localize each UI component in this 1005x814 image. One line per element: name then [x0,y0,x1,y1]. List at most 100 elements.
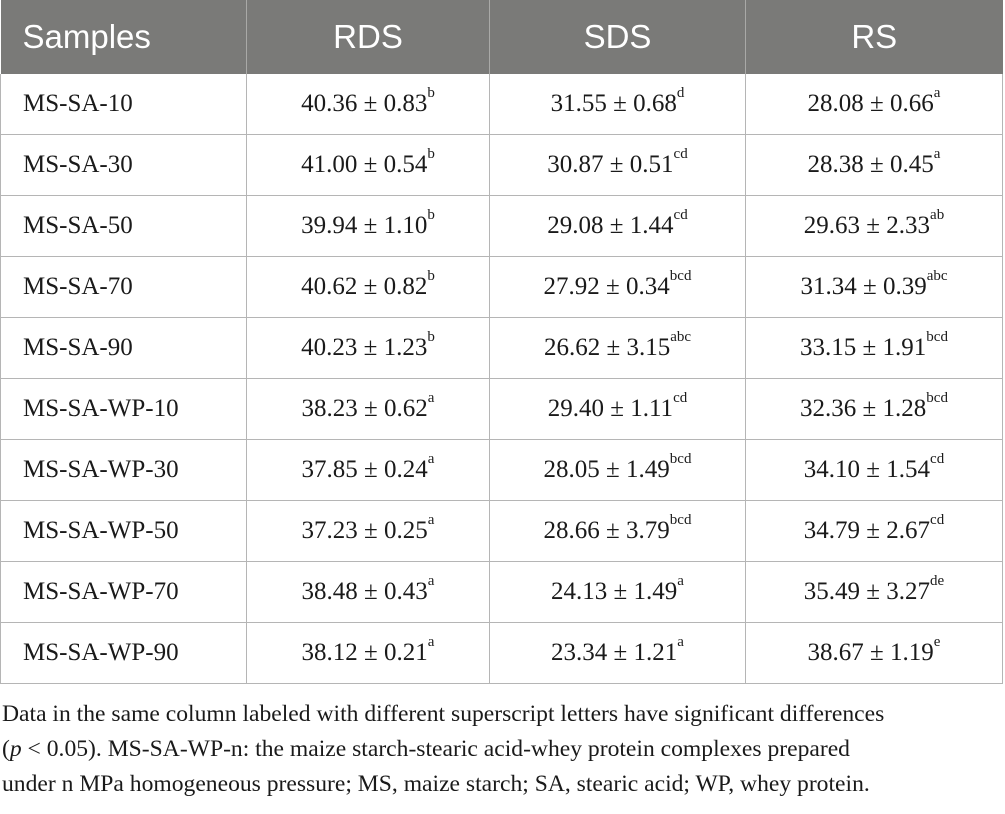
table-row: MS-SA-WP-30 37.85 ± 0.24a 28.05 ± 1.49bcd 3… [0,439,1003,501]
cell-rds: 40.36 ± 0.83b [246,74,490,135]
cell-rs: 31.34 ± 0.39abc [745,256,1003,318]
cell-rds: 41.00 ± 0.54b [246,134,490,196]
cell-sample: MS-SA-90 [0,317,247,379]
cell-sample: MS-SA-70 [0,256,247,318]
cell-sds: 29.08 ± 1.44cd [489,195,746,257]
cell-sds-superscript: a [677,634,684,650]
cell-sds: 23.34 ± 1.21a [489,622,746,684]
footnote-line-1: Data in the same column labeled with dif… [2,701,885,727]
cell-rds: 37.85 ± 0.24a [246,439,490,501]
cell-sample: MS-SA-30 [0,134,247,196]
cell-sds-superscript: cd [673,390,688,406]
cell-sds: 24.13 ± 1.49a [489,561,746,623]
cell-sds: 27.92 ± 0.34bcd [489,256,746,318]
cell-rds: 37.23 ± 0.25a [246,500,490,562]
cell-rds: 38.48 ± 0.43a [246,561,490,623]
cell-sample: MS-SA-WP-30 [0,439,247,501]
cell-sample: MS-SA-WP-50 [0,500,247,562]
cell-rs: 34.79 ± 2.67cd [745,500,1003,562]
cell-sds: 31.55 ± 0.68d [489,74,746,135]
table-row: MS-SA-WP-50 37.23 ± 0.25a 28.66 ± 3.79bcd 3… [0,500,1003,562]
header-samples: Samples [0,0,247,74]
cell-rs: 35.49 ± 3.27de [745,561,1003,623]
cell-sample: MS-SA-10 [0,74,247,135]
cell-sds-value: 23.34 ± 1.21 [551,639,678,666]
cell-rds-superscript: b [427,85,435,101]
header-rds: RDS [246,0,490,74]
cell-rs-superscript: bcd [926,390,948,406]
cell-rds: 40.23 ± 1.23b [246,317,490,379]
cell-rs-value: 35.49 ± 3.27 [803,578,931,605]
cell-sds-superscript: cd [673,207,688,223]
cell-rs: 32.36 ± 1.28bcd [745,378,1003,440]
cell-sds-value: 29.40 ± 1.11 [547,395,674,422]
cell-rds-superscript: a [427,390,435,406]
cell-sds-value: 30.87 ± 0.51 [547,151,674,178]
cell-rds-value: 38.12 ± 0.21 [301,639,428,666]
cell-sample: MS-SA-50 [0,195,247,257]
cell-rds-superscript: b [427,268,435,284]
cell-rds-value: 41.00 ± 0.54 [301,151,428,178]
cell-rds-value: 37.23 ± 0.25 [301,517,428,544]
header-rs: RS [745,0,1003,74]
cell-rds-superscript: b [427,207,435,223]
table-row: MS-SA-90 40.23 ± 1.23b 26.62 ± 3.15abc 33.1… [0,317,1003,379]
cell-rds-superscript: b [427,329,435,345]
table-header: Samples RDS SDS RS [0,0,1003,74]
cell-sds-value: 31.55 ± 0.68 [550,90,677,117]
table-row: MS-SA-WP-90 38.12 ± 0.21a 23.34 ± 1.21a 38.… [0,622,1003,684]
cell-rs-value: 31.34 ± 0.39 [800,273,927,300]
cell-sds-superscript: abc [670,329,692,345]
cell-rs: 28.38 ± 0.45a [745,134,1003,196]
cell-sds-superscript: a [677,573,684,589]
cell-rs-value: 34.10 ± 1.54 [803,456,931,483]
cell-rds-superscript: a [427,451,435,467]
table-row: MS-SA-30 41.00 ± 0.54b 30.87 ± 0.51cd 28.38… [0,134,1003,196]
cell-sds: 28.05 ± 1.49bcd [489,439,746,501]
cell-rs-superscript: a [933,146,941,162]
cell-rds-value: 38.23 ± 0.62 [301,395,428,422]
table-row: MS-SA-10 40.36 ± 0.83b 31.55 ± 0.68d 28.08 … [0,74,1003,135]
cell-sds: 29.40 ± 1.11cd [489,378,746,440]
cell-rs-superscript: de [930,573,945,589]
header-sds: SDS [489,0,746,74]
table-row: MS-SA-WP-70 38.48 ± 0.43a 24.13 ± 1.49a 35.… [0,561,1003,623]
cell-sds-value: 26.62 ± 3.15 [543,334,671,361]
cell-rds-value: 37.85 ± 0.24 [301,456,428,483]
footnote-p-symbol: p [9,736,22,762]
cell-sds-superscript: cd [673,146,688,162]
cell-sds-value: 28.05 ± 1.49 [543,456,670,483]
cell-rds: 38.23 ± 0.62a [246,378,490,440]
cell-sds-value: 27.92 ± 0.34 [543,273,670,300]
cell-sds-superscript: d [676,85,685,101]
cell-sds-superscript: bcd [669,512,692,528]
footnote-line-3: under n MPa homogeneous pressure; MS, ma… [2,771,870,797]
cell-sds-value: 28.66 ± 3.79 [543,517,670,544]
cell-rs-superscript: a [933,85,941,101]
cell-rs-superscript: cd [930,512,945,528]
cell-rs-value: 28.38 ± 0.45 [807,151,934,178]
cell-rs-value: 32.36 ± 1.28 [800,395,927,422]
cell-sds-value: 29.08 ± 1.44 [547,212,674,239]
table-row: MS-SA-70 40.62 ± 0.82b 27.92 ± 0.34bcd 31.3… [0,256,1003,318]
cell-rds: 38.12 ± 0.21a [246,622,490,684]
cell-rs: 29.63 ± 2.33ab [745,195,1003,257]
cell-rds: 39.94 ± 1.10b [246,195,490,257]
footnote-line-2: (p < 0.05). MS-SA-WP-n: the maize starch… [2,732,1002,767]
cell-rds-value: 40.23 ± 1.23 [301,334,428,361]
cell-rs: 28.08 ± 0.66a [745,74,1003,135]
cell-rs-superscript: ab [930,207,945,223]
cell-rds-superscript: b [427,146,435,162]
cell-rs-superscript: abc [926,268,948,284]
cell-rs-value: 33.15 ± 1.91 [800,334,927,361]
cell-rs: 38.67 ± 1.19e [745,622,1003,684]
cell-rs-value: 38.67 ± 1.19 [807,639,934,666]
cell-rds-value: 38.48 ± 0.43 [301,578,428,605]
footnote-line-2-text: < 0.05). MS-SA-WP-n: the maize starch-st… [21,736,850,762]
cell-rs-superscript: bcd [926,329,948,345]
cell-rs: 34.10 ± 1.54cd [745,439,1003,501]
cell-sds-superscript: bcd [669,268,692,284]
cell-rds-value: 39.94 ± 1.10 [301,212,428,239]
cell-rds-superscript: a [427,634,435,650]
